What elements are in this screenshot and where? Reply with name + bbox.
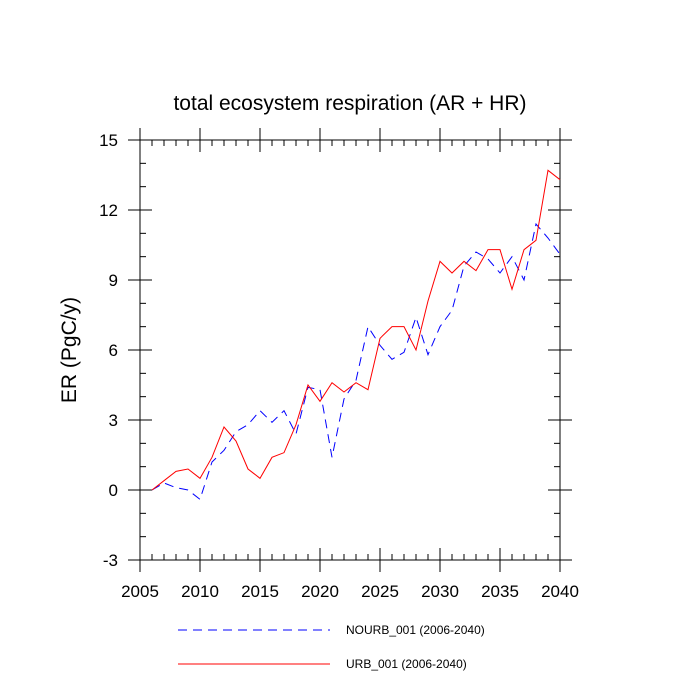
x-tick-labels: 2005 2010 2015 2020 2025 2030 2035 2040 bbox=[121, 582, 579, 601]
y-axis-label: ER (PgC/y) bbox=[58, 297, 81, 403]
plot-frame bbox=[139, 139, 561, 561]
x-tick-label: 2020 bbox=[301, 582, 339, 601]
legend-label-nourb: NOURB_001 (2006-2040) bbox=[346, 623, 485, 637]
y-tick-label: 9 bbox=[109, 271, 118, 290]
legend: NOURB_001 (2006-2040) URB_001 (2006-2040… bbox=[178, 623, 485, 671]
y-tick-label: -3 bbox=[103, 551, 118, 570]
y-tick-labels: -3 0 3 6 9 12 15 bbox=[99, 131, 118, 570]
chart-title: total ecosystem respiration (AR + HR) bbox=[173, 92, 526, 115]
series-group bbox=[151, 169, 561, 501]
series-line-urb bbox=[151, 169, 561, 491]
x-tick-label: 2030 bbox=[421, 582, 459, 601]
axis-ticks bbox=[128, 128, 572, 572]
x-tick-label: 2040 bbox=[541, 582, 579, 601]
legend-label-urb: URB_001 (2006-2040) bbox=[346, 657, 467, 671]
y-tick-label: 3 bbox=[109, 411, 118, 430]
series-line-nourb bbox=[151, 222, 561, 501]
y-tick-label: 15 bbox=[99, 131, 118, 150]
x-tick-label: 2025 bbox=[361, 582, 399, 601]
x-tick-label: 2005 bbox=[121, 582, 159, 601]
x-tick-label: 2010 bbox=[181, 582, 219, 601]
y-tick-label: 6 bbox=[109, 341, 118, 360]
x-tick-label: 2015 bbox=[241, 582, 279, 601]
x-tick-label: 2035 bbox=[481, 582, 519, 601]
y-tick-label: 12 bbox=[99, 201, 118, 220]
y-tick-label: 0 bbox=[109, 481, 118, 500]
